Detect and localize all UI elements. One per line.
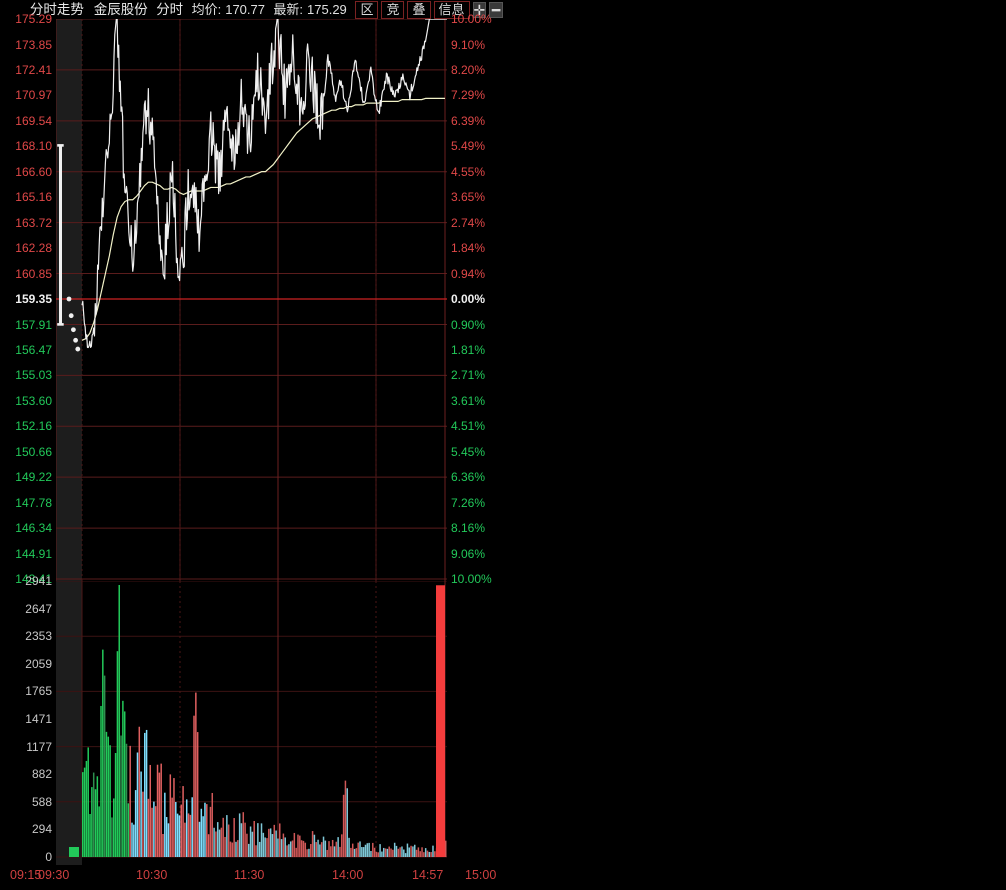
intraday-percent-tick: 1.84% <box>451 241 486 256</box>
last-price-key: 最新: <box>273 2 304 17</box>
intraday-percent-tick: 10.00% <box>451 12 492 26</box>
intraday-percent-tick: 2.74% <box>451 215 486 230</box>
kline-panel: 日线(复权) 金辰股份 MA5: 152.75 ↑ MA10: 142.63 ↑… <box>503 0 1006 890</box>
intraday-price-tick: 162.28 <box>15 241 52 256</box>
intraday-percent-tick: 6.36% <box>451 470 486 485</box>
intraday-percent-tick: 1.81% <box>451 342 486 357</box>
intraday-price-tick: 143.41 <box>15 572 52 586</box>
intraday-volume-tick: 294 <box>31 822 52 837</box>
intraday-volume-tick: 2059 <box>25 656 52 671</box>
intraday-percent-tick: 0.94% <box>451 266 486 281</box>
intraday-volume-tick: 2941 <box>25 574 52 588</box>
period-label-left: 分时 <box>156 2 184 17</box>
intraday-price-tick: 149.22 <box>15 470 52 485</box>
premarket-shade-volume <box>56 581 82 865</box>
intraday-price-tick: 159.35 <box>15 292 52 306</box>
intraday-mode-label: 分时走势 <box>29 2 84 17</box>
intraday-percent-tick: 8.20% <box>451 62 486 77</box>
intraday-price-tick: 147.78 <box>15 495 52 510</box>
intraday-percent-tick: 5.45% <box>451 444 486 459</box>
intraday-price-tick: 157.91 <box>15 317 52 332</box>
intraday-time-label: 09:30 <box>38 868 70 882</box>
intraday-price-tick: 160.85 <box>15 266 52 281</box>
intraday-price-tick: 175.29 <box>15 12 52 26</box>
avg-price-value: 170.77 <box>225 2 265 17</box>
intraday-volume-axis: 2941 2647 2353 2059 1765 1471 1177 882 588 294 0 <box>0 574 56 865</box>
zoom-in-button[interactable]: ✛ <box>472 1 487 18</box>
intraday-percent-axis: 10.00% 9.10% 8.20% 7.29% 6.39% 5.49% 4.55% 3.65… <box>447 12 503 586</box>
intraday-time-label: 14:57 <box>412 868 444 882</box>
intraday-price-tick: 152.16 <box>15 419 52 434</box>
intraday-percent-tick: 4.51% <box>451 419 486 434</box>
intraday-percent-tick: 7.29% <box>451 88 486 103</box>
intraday-percent-tick: 9.06% <box>451 546 486 561</box>
intraday-volume-svg <box>56 581 447 858</box>
intraday-price-tick: 170.97 <box>15 88 52 103</box>
intraday-price-tick: 163.72 <box>15 215 52 230</box>
left-btn-info[interactable]: 信息 <box>433 0 470 19</box>
intraday-percent-tick: 8.16% <box>451 521 486 536</box>
intraday-price-tick: 144.91 <box>15 546 52 561</box>
intraday-price-tick: 173.85 <box>15 37 52 52</box>
intraday-price-tick: 146.34 <box>15 521 52 536</box>
intraday-volume-tick: 0 <box>45 850 52 864</box>
intraday-volume-chart[interactable] <box>56 581 447 865</box>
intraday-header: 分时走势 金辰股份 分时 均价: 170.77 最新: 175.29 区 竞 叠… <box>0 0 504 19</box>
intraday-volume-tick: 1765 <box>25 684 52 699</box>
intraday-percent-tick: 5.49% <box>451 139 486 154</box>
last-price-value: 175.29 <box>307 2 347 17</box>
intraday-time-label: 14:00 <box>332 868 364 882</box>
avg-price-key: 均价: <box>191 2 222 17</box>
intraday-percent-tick: 7.26% <box>451 495 486 510</box>
intraday-volume-tick: 2353 <box>25 629 52 644</box>
intraday-time-label: 09:15 <box>10 868 42 882</box>
intraday-volume-tick: 588 <box>31 794 52 809</box>
intraday-volume-tick: 1471 <box>25 712 52 726</box>
intraday-price-chart[interactable] <box>56 19 447 581</box>
intraday-price-tick: 156.47 <box>15 342 52 357</box>
intraday-percent-tick: 3.65% <box>451 190 486 205</box>
intraday-price-tick: 155.03 <box>15 368 52 383</box>
intraday-percent-tick: 0.00% <box>451 292 486 306</box>
intraday-price-tick: 165.16 <box>15 190 52 205</box>
stock-name-left: 金辰股份 <box>93 2 148 17</box>
zoom-out-button[interactable]: ━ <box>489 1 504 18</box>
intraday-price-svg <box>56 19 447 581</box>
left-btn-jing[interactable]: 竞 <box>381 0 405 19</box>
intraday-volume-tick: 882 <box>31 767 52 782</box>
intraday-percent-tick: 9.10% <box>451 37 486 52</box>
intraday-percent-tick: 10.00% <box>451 572 492 586</box>
intraday-price-tick: 169.54 <box>15 113 52 128</box>
intraday-panel: 分时走势 金辰股份 分时 均价: 170.77 最新: 175.29 区 竞 叠… <box>0 0 504 890</box>
intraday-price-tick: 166.60 <box>15 164 52 179</box>
intraday-time-label: 11:30 <box>234 868 265 882</box>
intraday-price-tick: 172.41 <box>15 62 52 77</box>
intraday-percent-tick: 4.55% <box>451 164 486 179</box>
intraday-price-axis: 175.29 173.85 172.41 170.97 169.54 168.10 166.… <box>0 12 56 586</box>
intraday-time-label: 15:00 <box>465 868 497 882</box>
intraday-percent-tick: 0.90% <box>451 317 486 332</box>
intraday-volume-tick: 2647 <box>25 601 52 616</box>
intraday-price-tick: 150.66 <box>15 444 52 459</box>
intraday-percent-tick: 2.71% <box>451 368 486 383</box>
intraday-time-label: 10:30 <box>136 868 168 882</box>
left-btn-qu[interactable]: 区 <box>355 0 379 19</box>
intraday-time-axis: 09:15 09:30 10:30 11:30 14:00 14:57 15:00 <box>0 866 503 890</box>
intraday-price-tick: 168.10 <box>15 139 52 154</box>
intraday-percent-tick: 6.39% <box>451 113 486 128</box>
intraday-price-tick: 153.60 <box>15 393 52 408</box>
intraday-volume-tick: 1177 <box>26 739 52 754</box>
left-btn-die[interactable]: 叠 <box>407 0 431 19</box>
intraday-percent-tick: 3.61% <box>451 393 486 408</box>
